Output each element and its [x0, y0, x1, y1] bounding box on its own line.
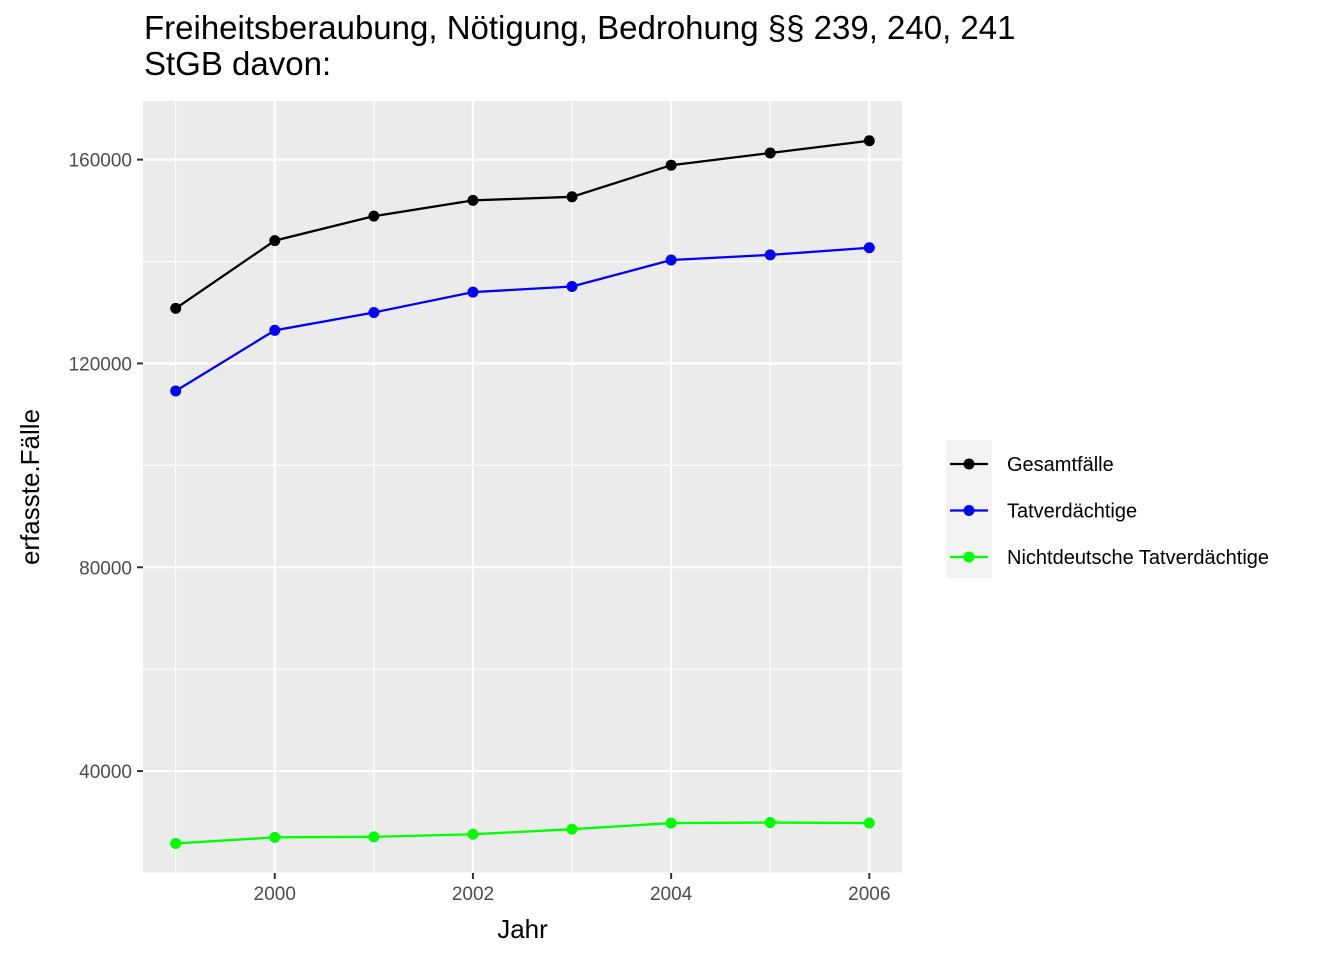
- data-point: [170, 302, 182, 314]
- data-point: [764, 249, 776, 261]
- x-tick-label: 2004: [650, 884, 693, 905]
- data-point: [269, 831, 281, 843]
- data-point: [368, 210, 380, 222]
- data-point: [665, 254, 677, 266]
- data-point: [863, 242, 875, 254]
- x-tick-label: 2000: [254, 884, 296, 905]
- data-point: [665, 159, 677, 171]
- plot-panel: [143, 101, 902, 873]
- y-tick-label: 160000: [69, 151, 132, 172]
- data-point: [368, 831, 380, 843]
- data-point: [269, 324, 281, 336]
- data-point: [368, 306, 380, 318]
- data-point: [665, 817, 677, 829]
- data-point: [764, 147, 776, 159]
- data-point: [269, 235, 281, 247]
- data-point: [170, 385, 182, 397]
- data-point: [863, 135, 875, 147]
- data-point: [566, 191, 578, 203]
- series-line: [175, 246, 870, 392]
- x-axis-title: Jahr: [497, 914, 548, 944]
- y-tick-label: 120000: [69, 354, 132, 375]
- chart-title-line-2: StGB davon:: [144, 45, 332, 82]
- legend-label: Tatverdächtige: [1007, 501, 1137, 523]
- data-point: [467, 286, 479, 298]
- y-tick-label: 40000: [79, 762, 132, 783]
- data-point: [566, 823, 578, 835]
- legend-label: Nichtdeutsche Tatverdächtige: [1007, 547, 1269, 569]
- legend-key-point: [963, 551, 975, 563]
- legend-key-point: [963, 505, 975, 516]
- x-tick-label: 2002: [452, 884, 494, 905]
- legend-label: Gesamtfälle: [1007, 454, 1114, 476]
- series-line: [175, 821, 870, 845]
- series-line: [175, 139, 870, 310]
- chart-title-line-1: Freiheitsberaubung, Nötigung, Bedrohung …: [144, 9, 1016, 46]
- data-point: [170, 837, 182, 849]
- data-point: [764, 817, 776, 829]
- legend-key-point: [963, 458, 975, 470]
- y-tick-label: 80000: [79, 558, 132, 579]
- data-point: [467, 194, 479, 206]
- data-point: [863, 817, 875, 829]
- data-point: [566, 280, 578, 292]
- x-tick-label: 2006: [848, 884, 890, 905]
- data-point: [467, 828, 479, 840]
- chart-title: Freiheitsberaubung, Nötigung, Bedrohung …: [144, 10, 1016, 82]
- y-axis-title: erfasste.Fälle: [15, 409, 45, 565]
